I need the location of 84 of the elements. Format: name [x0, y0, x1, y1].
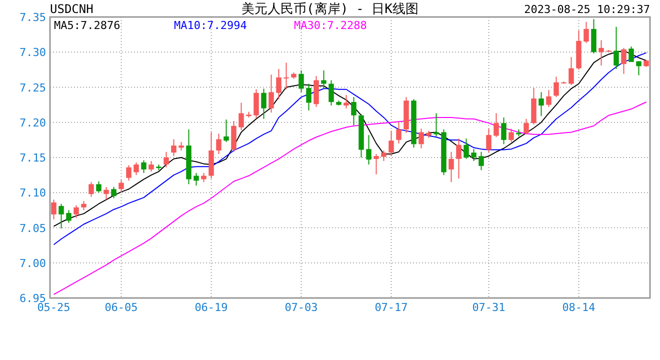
candlestick	[81, 200, 86, 211]
text: MA5:7.2876	[54, 19, 120, 32]
candlestick	[554, 76, 559, 98]
candlestick	[314, 76, 319, 108]
candlestick	[486, 128, 492, 154]
y-tick-label: 7.35	[20, 11, 46, 24]
candlestick	[456, 138, 462, 180]
candlestick	[58, 203, 64, 229]
candlestick	[148, 160, 154, 172]
candlestick	[88, 182, 94, 198]
candlestick	[238, 102, 244, 131]
candlestick	[66, 210, 72, 224]
candlestick	[284, 62, 289, 90]
text: MA10:7.2994	[174, 19, 248, 32]
candlestick	[194, 172, 199, 186]
candlestick	[568, 56, 574, 86]
candlestick	[328, 80, 334, 106]
y-tick-label: 7.20	[20, 116, 46, 130]
candlestick	[126, 164, 132, 182]
candlestick	[448, 151, 454, 183]
candlestick	[471, 148, 476, 162]
x-tick-label: 05-25	[37, 301, 70, 314]
candlestick	[381, 150, 386, 162]
candlestick	[74, 204, 79, 218]
candlestick	[614, 26, 619, 70]
candlestick	[388, 130, 394, 157]
chart-subtitle: USDCNH	[50, 2, 94, 16]
candlestick	[374, 153, 379, 175]
candlestick	[478, 151, 484, 171]
text: MA30:7.2288	[294, 19, 367, 32]
candlestick	[276, 68, 282, 100]
candlestick	[538, 92, 544, 117]
candlestick	[141, 160, 146, 174]
candlestick	[171, 138, 176, 157]
candlestick	[224, 119, 229, 143]
candlestick	[51, 199, 56, 220]
candlestick	[321, 70, 326, 90]
candlestick	[396, 122, 402, 144]
candlestick	[164, 151, 169, 168]
candlestick	[501, 116, 506, 145]
candlestick	[254, 88, 259, 119]
text: 2023-08-25 10:29:37	[524, 3, 650, 16]
candlestick	[111, 186, 116, 199]
candlestick	[418, 128, 424, 149]
line-series	[53, 102, 647, 295]
candlestick	[298, 70, 304, 93]
candlestick	[621, 47, 626, 74]
y-tick-label: 7.30	[20, 46, 46, 60]
x-tick-label: 08-14	[562, 301, 596, 314]
y-tick-label: 7.25	[20, 81, 46, 94]
candlestick	[231, 120, 236, 152]
y-tick-label: 7.05	[20, 222, 46, 235]
y-tick-label: 7.10	[20, 186, 46, 200]
candlestick	[524, 118, 529, 135]
y-tick-label: 7.00	[20, 256, 46, 270]
y-tick-label: 7.15	[20, 152, 46, 164]
candlestick	[584, 21, 589, 44]
candlestick	[591, 18, 596, 54]
candlestick	[434, 112, 439, 137]
candlestick	[216, 133, 222, 154]
x-tick-label: 06-19	[194, 301, 228, 314]
x-tick-label: 06-05	[104, 301, 138, 314]
candlestick	[104, 186, 109, 200]
candlestick	[201, 172, 206, 183]
candlestick	[344, 94, 349, 109]
candlestick	[636, 60, 642, 76]
candlestick	[598, 40, 604, 66]
x-tick-label: 07-03	[284, 301, 318, 314]
candlestick	[546, 90, 552, 108]
candlestick	[351, 96, 356, 126]
x-tick-label: 07-17	[374, 301, 408, 314]
candlestick	[306, 83, 312, 111]
candlestick	[464, 138, 469, 160]
candlestick	[118, 179, 124, 194]
candlestick	[366, 134, 372, 166]
candlestick	[494, 112, 499, 138]
x-tick-label: 07-31	[472, 301, 506, 314]
chart-title: 美元人民币(离岸) - 日K线图	[242, 1, 418, 17]
candlestick	[628, 46, 634, 62]
candlestick	[268, 74, 274, 114]
candlestick	[261, 88, 266, 120]
candlestick	[96, 180, 102, 194]
candlestick	[134, 162, 139, 176]
candlestick	[508, 128, 514, 143]
